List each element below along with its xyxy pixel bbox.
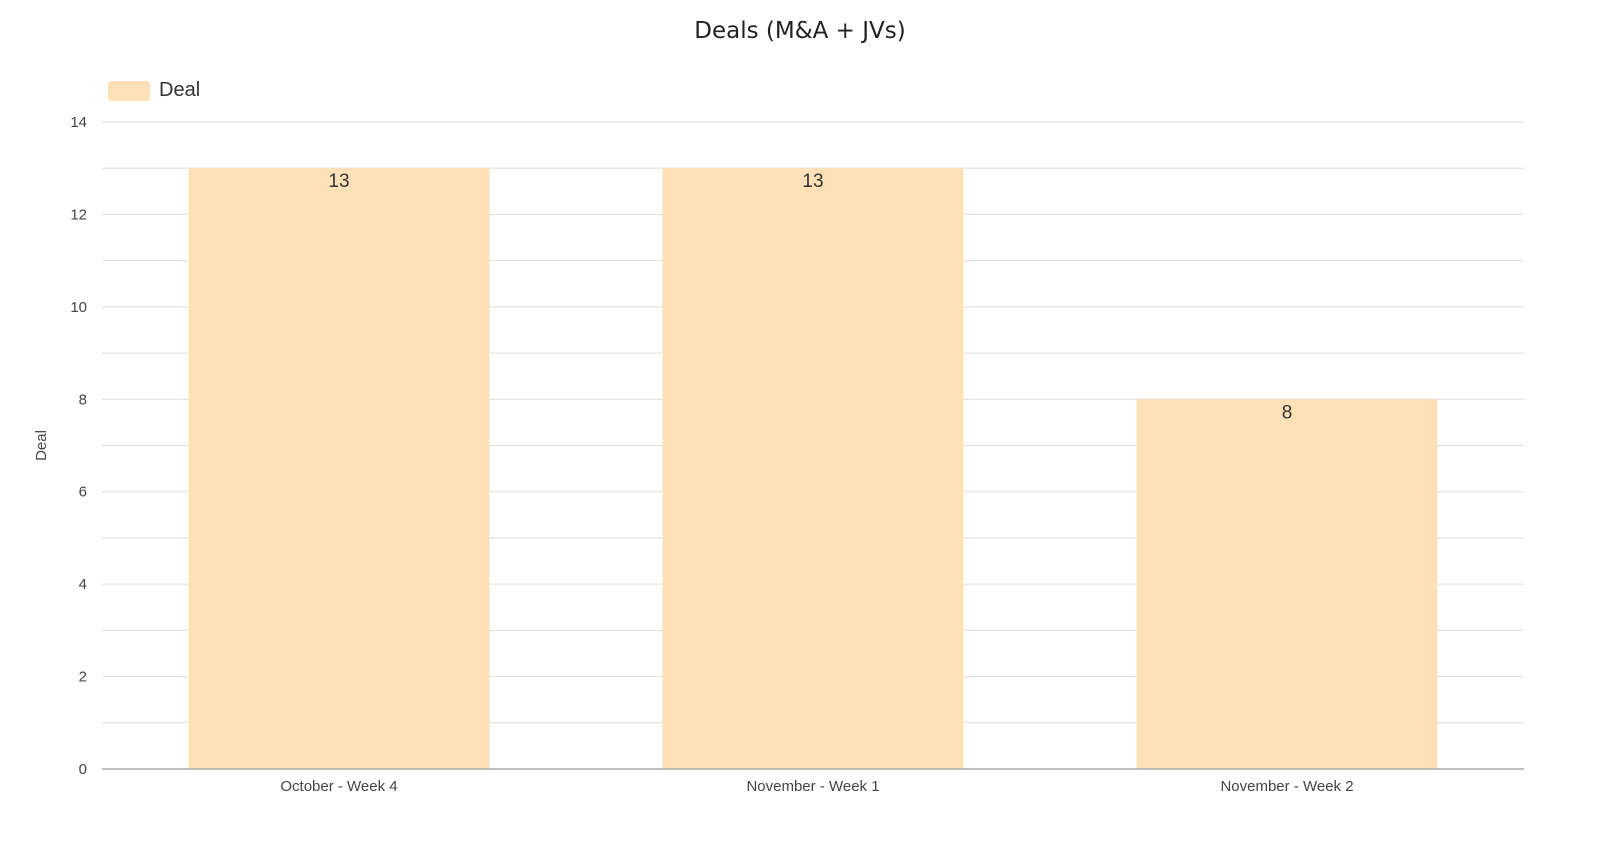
chart-title: Deals (M&A + JVs) — [694, 18, 906, 44]
x-tick-label: November - Week 1 — [746, 778, 879, 795]
legend[interactable]: Deal — [108, 79, 200, 102]
y-tick-label: 8 — [79, 391, 87, 408]
y-axis-label: Deal — [33, 430, 50, 461]
data-label: 13 — [328, 171, 349, 192]
data-label: 8 — [1282, 402, 1293, 423]
x-tick-label: November - Week 2 — [1220, 778, 1353, 795]
bar — [1136, 399, 1438, 769]
bar — [188, 168, 490, 769]
data-label: 13 — [802, 171, 823, 192]
y-tick-label: 0 — [79, 761, 87, 778]
y-tick-label: 14 — [70, 114, 87, 131]
legend-swatch — [108, 80, 150, 101]
y-tick-label: 2 — [79, 669, 87, 686]
bar — [662, 168, 964, 769]
x-tick-label: October - Week 4 — [280, 778, 397, 795]
y-tick-label: 10 — [70, 299, 87, 316]
y-tick-label: 4 — [79, 576, 87, 593]
legend-label: Deal — [159, 79, 201, 101]
y-tick-label: 6 — [79, 484, 87, 501]
y-tick-label: 12 — [70, 206, 87, 223]
